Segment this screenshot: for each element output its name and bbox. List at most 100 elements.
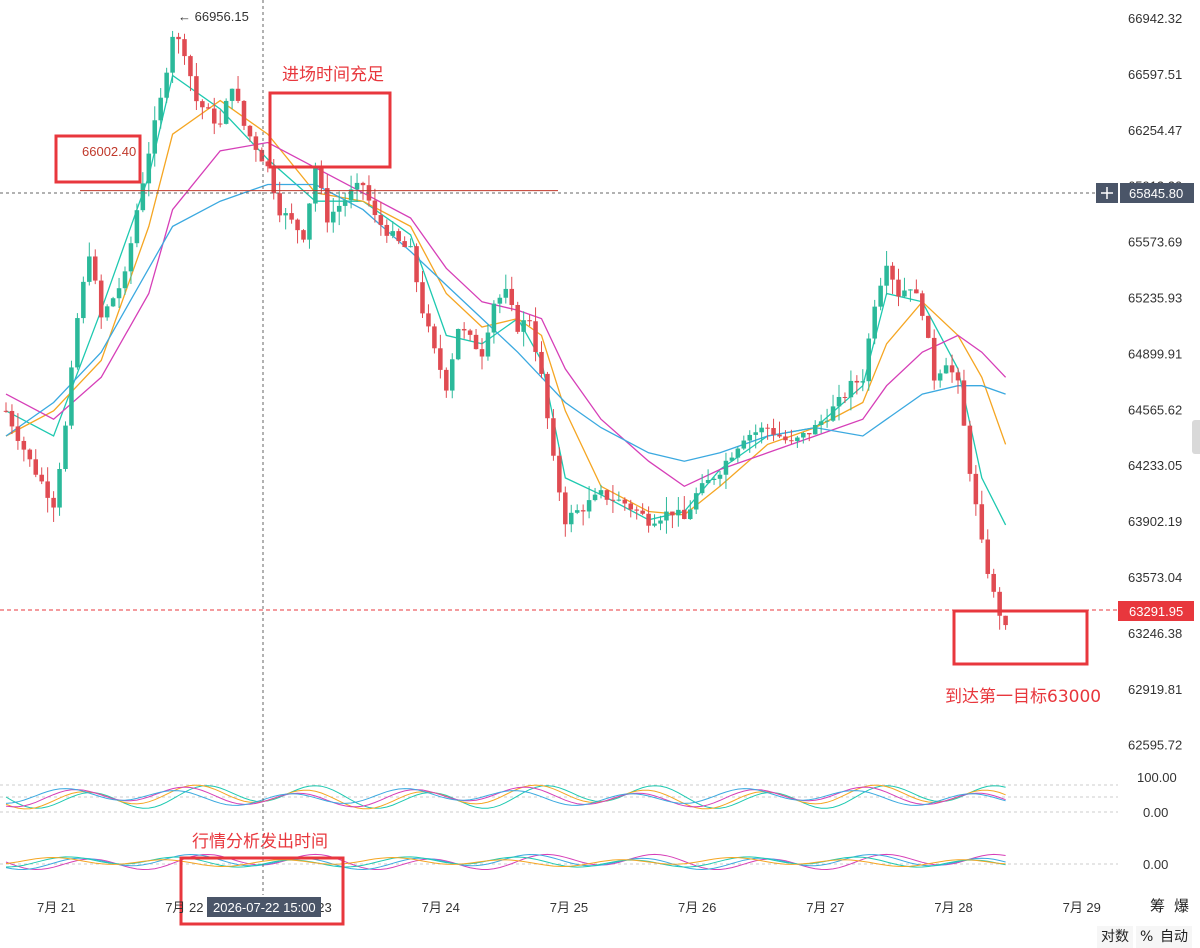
candle-body (765, 427, 770, 429)
price-tick-label: 62595.72 (1128, 738, 1182, 753)
candle-body (604, 490, 610, 500)
price-tick-label: 63573.04 (1128, 570, 1182, 585)
candle-body (378, 215, 384, 225)
candle-body (568, 512, 574, 525)
ma-line (5, 141, 1007, 488)
candle-body (985, 539, 991, 574)
candle-body (515, 304, 520, 332)
candle-body (342, 200, 348, 206)
candle-body (592, 494, 598, 501)
candle-body (206, 107, 211, 109)
indicator2-line (5, 853, 1006, 871)
candle-body (449, 359, 455, 391)
candle-body (200, 101, 205, 108)
candle-body (122, 271, 128, 289)
candle-body (271, 166, 277, 194)
time-tick-label: 7月 21 (37, 900, 75, 915)
candle-body (146, 153, 152, 184)
price-tick-label: 63246.38 (1128, 626, 1182, 641)
candle-body (753, 432, 758, 435)
candle-body (348, 189, 354, 201)
candle-body (467, 330, 473, 335)
plus-icon[interactable] (1101, 187, 1113, 199)
price-tick-label: 65573.69 (1128, 235, 1182, 250)
indicator1-line (5, 784, 1006, 810)
candle-body (384, 224, 390, 236)
candle-body (943, 365, 949, 374)
side-panel-handle[interactable] (1192, 420, 1200, 454)
candle-body (979, 504, 985, 540)
candle-body (211, 108, 217, 124)
indicator-tick-label: 100.00 (1137, 770, 1177, 785)
candle-body (497, 297, 503, 304)
candle-body (81, 281, 86, 319)
time-tick-label: 7月 29 (1063, 900, 1101, 915)
candle-body (539, 351, 544, 374)
candle-body (39, 474, 44, 482)
candle-body (991, 573, 996, 592)
candle-body (914, 289, 919, 294)
log-scale-button[interactable]: 对数 (1097, 926, 1133, 948)
candle-body (87, 256, 92, 282)
candle-body (717, 474, 723, 479)
candle-body (682, 509, 687, 520)
candle-body (21, 440, 27, 450)
candle-body (485, 332, 491, 357)
candle-body (563, 492, 568, 525)
crosshair-price-box (1120, 183, 1194, 203)
auto-scale-button[interactable]: 自动 (1156, 926, 1192, 948)
candles (3, 30, 1008, 630)
candle-body (217, 123, 223, 125)
candle-body (771, 428, 776, 435)
chips-button[interactable]: 筹 (1150, 897, 1166, 915)
indicator2-line (5, 856, 1006, 868)
candle-body (795, 437, 800, 442)
indicator1-line (5, 786, 1006, 808)
entry-time-box (268, 91, 392, 169)
candle-body (229, 88, 235, 101)
candle-body (98, 280, 104, 318)
candle-body (848, 380, 854, 398)
candle-body (283, 213, 288, 216)
candle-body (134, 210, 140, 244)
candle-body (9, 410, 15, 427)
candle-body (854, 380, 860, 383)
candle-body (491, 303, 497, 333)
indicator-panels: 100.00 0.00 0.00 (0, 770, 1177, 872)
candle-body (729, 457, 735, 461)
candle-body (336, 205, 342, 212)
candle-body (967, 425, 973, 474)
candle-body (890, 265, 895, 280)
candle-body (33, 459, 39, 475)
indicator-tick-label: 0.00 (1143, 857, 1168, 872)
candle-body (741, 440, 747, 449)
indicator1-line (5, 785, 1006, 809)
candle-body (723, 460, 729, 475)
burst-button[interactable]: 爆 (1174, 897, 1190, 915)
candle-body (354, 182, 360, 190)
candle-body (866, 338, 872, 382)
candle-body (634, 509, 639, 511)
candle-body (75, 318, 80, 368)
candle-body (824, 420, 830, 422)
time-tick-label: 7月 27 (806, 900, 844, 915)
candle-body (426, 313, 431, 327)
price-tick-label: 66597.51 (1128, 67, 1182, 82)
candle-body (878, 285, 883, 307)
indicator2-line (5, 856, 1006, 868)
candle-body (63, 425, 68, 469)
candle-body (182, 39, 187, 57)
candle-body (693, 493, 699, 510)
candle-body (152, 120, 158, 154)
candle-body (574, 510, 580, 513)
candle-body (194, 76, 199, 102)
candle-body (253, 136, 259, 150)
candle-body (687, 509, 693, 520)
current-price-box (1118, 601, 1194, 621)
percent-scale-button[interactable]: % (1136, 926, 1158, 948)
candle-body (836, 396, 842, 407)
candle-body (461, 328, 467, 331)
candle-body (646, 513, 651, 526)
